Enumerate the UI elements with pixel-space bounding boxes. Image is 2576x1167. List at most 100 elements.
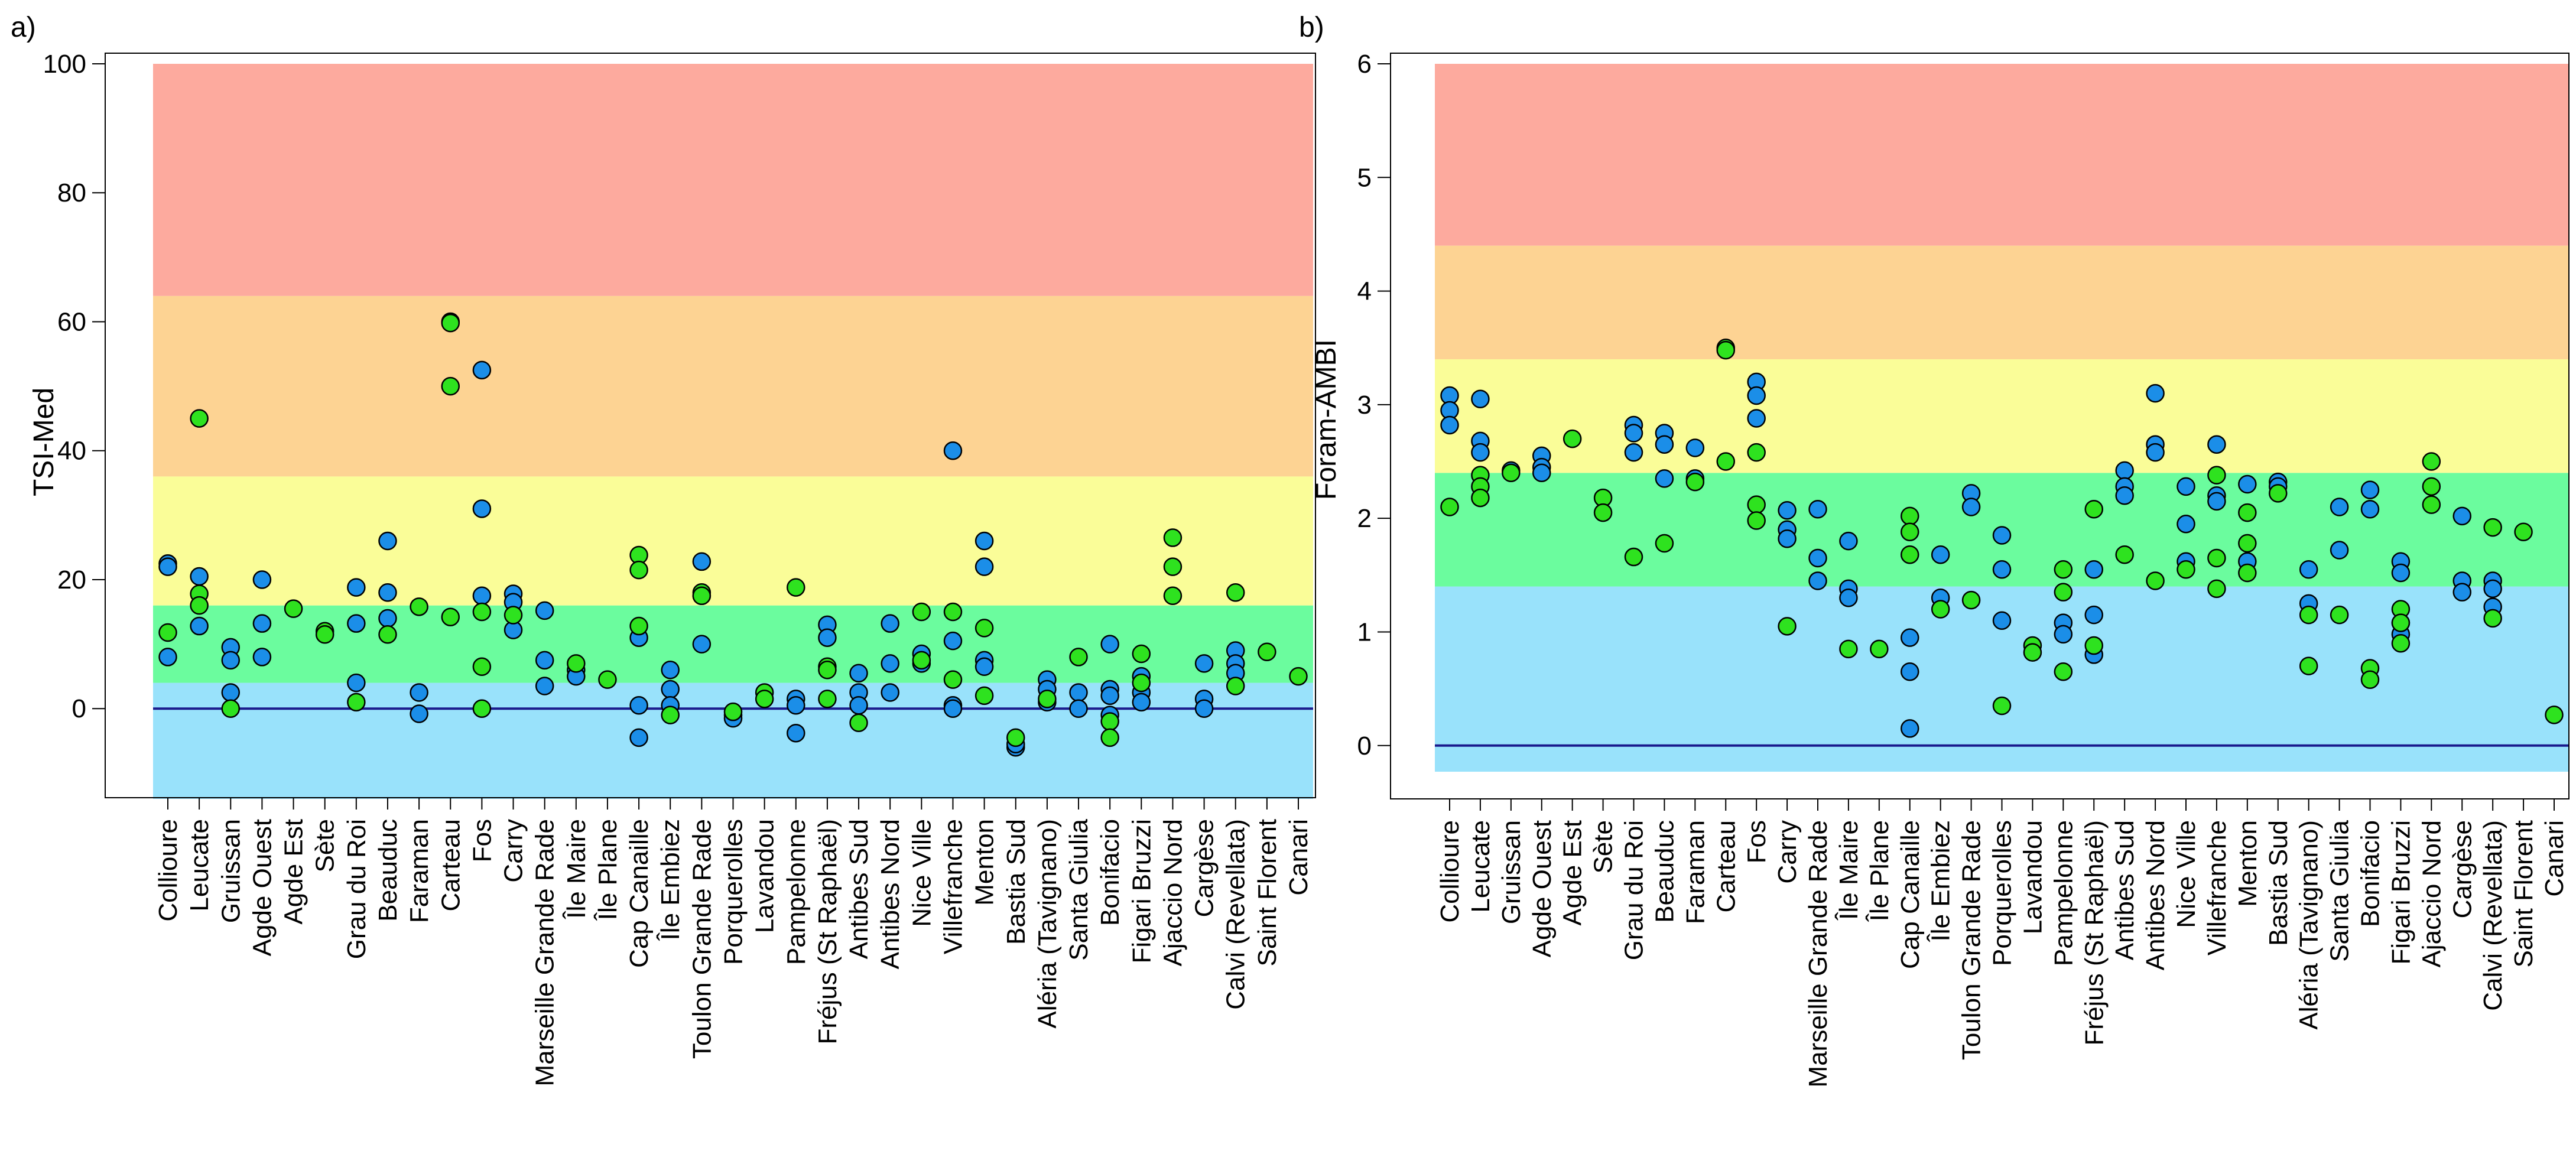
data-point-green [912, 602, 931, 622]
data-point-blue [2115, 486, 2134, 505]
data-point-green [2360, 670, 2380, 689]
x-tick-label: Faraman [1681, 820, 1710, 924]
data-point-blue [2299, 560, 2318, 579]
data-point-green [1655, 534, 1674, 553]
data-point-green [1870, 639, 1889, 659]
data-point-green [2115, 545, 2134, 564]
data-point-green [2023, 643, 2042, 662]
data-point-blue [1194, 699, 1214, 718]
data-point-blue [1901, 662, 1919, 681]
x-tick-label: Collioure [1435, 820, 1464, 923]
data-point-blue [347, 578, 366, 597]
data-point-green [1716, 340, 1735, 360]
data-point-blue [1069, 683, 1088, 702]
x-tick-label: Beauduc [1650, 820, 1679, 923]
data-point-green [1226, 583, 1245, 602]
x-tick-label: Carteau [1711, 820, 1740, 913]
y-tick-label: 2 [1357, 504, 1372, 533]
data-point-blue [2115, 461, 2134, 480]
x-tick-label: Santa Giulia [2325, 820, 2354, 961]
data-point-green [1901, 506, 1919, 526]
y-tick-label: 1 [1357, 617, 1372, 646]
data-point-green [347, 693, 366, 712]
x-tick-label: Pampelonne [782, 819, 811, 965]
x-tick-label: Collioure [154, 819, 183, 922]
y-tick-label: 5 [1357, 163, 1372, 192]
data-point-blue [2084, 605, 2103, 625]
x-tick-label: Cargèse [2448, 820, 2477, 918]
data-point-green [1931, 600, 1950, 619]
x-tick-label: Lavandou [2018, 820, 2047, 934]
data-point-green [1839, 639, 1858, 659]
data-point-blue [1471, 389, 1490, 409]
x-tick-label: Nice Ville [2172, 820, 2201, 928]
data-point-green [1226, 677, 1245, 695]
data-point-green [2054, 662, 2073, 681]
data-point-blue [221, 683, 241, 702]
data-point-blue [1100, 686, 1119, 706]
data-point-blue [661, 661, 680, 680]
x-tick-label: Aléria (Tavignano) [1033, 819, 1062, 1029]
x-tick-label: Figari Bruzzi [2386, 820, 2415, 965]
data-point-blue [629, 728, 648, 747]
data-point-blue [1839, 531, 1858, 551]
data-point-blue [252, 570, 272, 589]
x-tick-label: Cap Canaille [625, 819, 654, 968]
data-point-blue [1992, 560, 2012, 579]
x-tick-label: Leucate [1466, 820, 1495, 913]
x-tick-label: Canari [1284, 819, 1313, 896]
data-point-green [629, 616, 648, 636]
data-point-green [692, 586, 712, 606]
data-point-green [315, 625, 334, 644]
x-tick-label: Agde Ouest [248, 819, 277, 956]
data-point-green [190, 409, 209, 428]
data-point-green [441, 607, 460, 627]
x-tick-label: Marseille Grande Rade [1804, 820, 1833, 1087]
band-4 [1435, 64, 2569, 246]
data-point-green [1685, 472, 1705, 492]
x-tick-label: Carry [1773, 820, 1802, 884]
x-tick-label: Porquerolles [1988, 820, 2017, 966]
x-tick-label: Lavandou [751, 819, 779, 933]
x-tick-label: Île Plane [593, 819, 622, 921]
data-point-green [2207, 579, 2226, 599]
x-tick-label: Saint Florent [1253, 819, 1282, 966]
data-point-green [221, 699, 241, 718]
data-point-green [598, 670, 617, 689]
data-point-blue [2452, 506, 2471, 526]
x-tick-label: Antibes Nord [876, 819, 905, 969]
data-point-blue [1808, 500, 1827, 519]
data-point-green [1289, 667, 1308, 686]
plot-frame [105, 53, 1316, 798]
x-tick-label: Fos [467, 819, 496, 862]
data-point-green [943, 602, 963, 622]
data-point-blue [472, 499, 492, 518]
data-point-blue [2330, 498, 2349, 516]
x-tick-label: Gruissan [1497, 820, 1526, 924]
data-point-blue [1747, 386, 1766, 405]
data-point-green [2422, 452, 2441, 471]
plot-frame [1390, 53, 2569, 799]
data-point-blue [378, 531, 397, 551]
x-tick-label: Fréjus (St Raphaël) [2080, 820, 2109, 1045]
data-point-blue [2177, 477, 2195, 496]
y-tick-label: 0 [1357, 732, 1372, 760]
x-tick-label: Sète [311, 819, 340, 873]
data-point-green [1163, 586, 1183, 606]
data-point-green [1132, 644, 1151, 664]
data-point-blue [1069, 699, 1088, 718]
data-point-blue [1901, 719, 1919, 738]
data-point-green [2299, 605, 2318, 625]
data-point-green [1961, 590, 1981, 610]
data-point-green [2391, 633, 2411, 653]
y-tick-label: 20 [57, 565, 86, 594]
x-tick-label: Antibes Nord [2141, 820, 2170, 970]
data-point-blue [2452, 583, 2471, 602]
x-tick-label: Calvi (Revellata) [1222, 819, 1250, 1010]
data-point-blue [1194, 654, 1214, 673]
x-tick-label: Bonifacio [2356, 820, 2385, 927]
x-tick-label: Marseille Grande Rade [531, 819, 560, 1086]
data-point-green [2330, 605, 2349, 625]
data-point-green [1163, 528, 1183, 547]
data-point-green [2238, 563, 2257, 583]
